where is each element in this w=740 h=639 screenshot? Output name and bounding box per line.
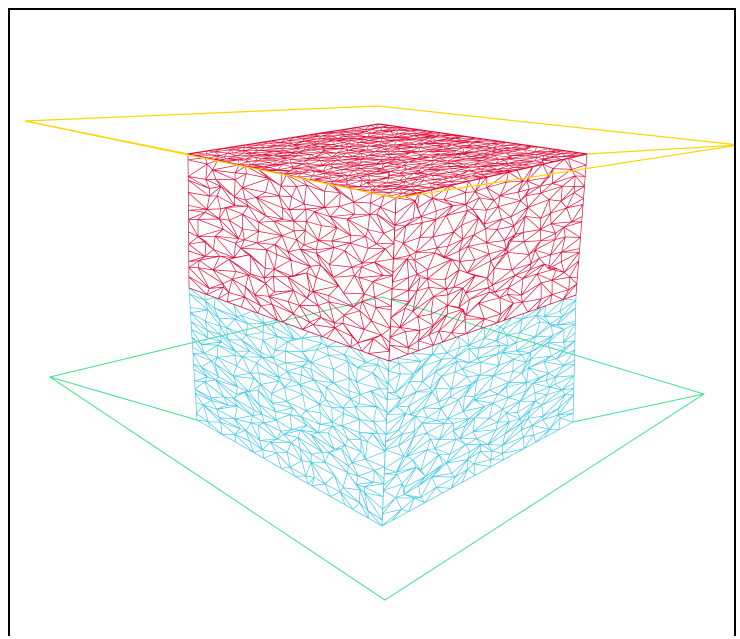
3d-viewport[interactable] <box>8 8 736 636</box>
lower-block-mesh <box>188 287 577 527</box>
mesh-scene <box>24 105 734 601</box>
upper-block-mesh <box>187 123 588 362</box>
upper-plane-outline <box>24 105 734 199</box>
lower-plane-outline <box>48 296 706 601</box>
